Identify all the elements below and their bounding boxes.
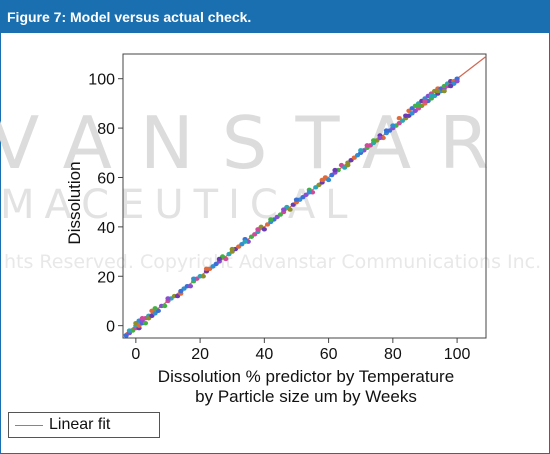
scatter-point xyxy=(142,320,149,326)
scatter-point xyxy=(152,306,158,311)
scatter-point xyxy=(165,296,171,301)
scatter-point xyxy=(435,88,441,94)
scatter-point xyxy=(255,227,261,232)
scatter-point xyxy=(268,217,274,222)
y-tick-label: 100 xyxy=(88,72,115,89)
scatter-point xyxy=(364,143,370,148)
scatter-point xyxy=(191,276,197,281)
y-tick-label: 40 xyxy=(97,220,115,237)
scatter-point xyxy=(178,288,184,294)
scatter-point xyxy=(441,88,447,94)
plot-area-border xyxy=(122,53,487,339)
watermark-line-2: MACEUTICAL xyxy=(0,182,357,228)
scatter-point xyxy=(242,239,248,244)
scatter-point xyxy=(293,197,300,202)
x-ticks: 0 20 40 60 80 100 xyxy=(131,338,471,363)
y-tick-label: 80 xyxy=(97,121,115,138)
x-tick-label: 0 xyxy=(131,346,140,363)
scatter-point xyxy=(229,246,235,252)
scatter-point xyxy=(377,135,383,141)
legend-label: Linear fit xyxy=(49,416,111,433)
scatter-point xyxy=(396,116,402,121)
points-layer xyxy=(123,76,460,338)
y-tick-label: 20 xyxy=(97,269,115,286)
scatter-point xyxy=(187,283,194,289)
scatter-point xyxy=(448,83,454,89)
scatter-point xyxy=(319,177,325,183)
scatter-point xyxy=(403,113,409,118)
scatter-point xyxy=(332,167,338,173)
scatter-point xyxy=(287,207,293,212)
x-tick-label: 40 xyxy=(255,346,273,363)
scatter-point xyxy=(370,138,377,143)
scatter-point xyxy=(162,303,168,309)
x-tick-label: 100 xyxy=(444,346,471,363)
x-tick-label: 60 xyxy=(320,346,338,363)
legend-line-swatch xyxy=(15,425,43,426)
scatter-point xyxy=(383,128,390,133)
scatter-point xyxy=(390,123,396,128)
figure-caption: Figure 7: Model versus actual check. xyxy=(1,1,549,33)
x-axis-title-line-1: Dissolution % predictor by Temperature xyxy=(158,367,454,386)
scatter-point xyxy=(428,93,434,99)
y-tick-label: 60 xyxy=(97,170,115,187)
y-axis-title: Dissolution xyxy=(65,161,84,244)
scatter-point xyxy=(126,328,133,333)
scatter-point xyxy=(203,266,210,272)
watermark-line-3: hts Reserved. Copyright Advanstar Commun… xyxy=(4,251,541,273)
legend: Linear fit xyxy=(8,412,160,438)
scatter-point xyxy=(422,98,428,104)
scatter-point xyxy=(200,274,206,279)
scatter-point xyxy=(415,103,422,109)
scatter-point xyxy=(223,256,229,262)
x-tick-label: 80 xyxy=(384,346,402,363)
scatter-point xyxy=(358,148,364,153)
scatter-point xyxy=(454,78,460,84)
x-tick-label: 20 xyxy=(191,346,209,363)
scatter-point xyxy=(139,316,145,321)
scatter-point xyxy=(325,177,332,183)
y-tick-label: 0 xyxy=(106,319,115,336)
scatter-point xyxy=(261,227,267,232)
y-ticks: 0 20 40 60 80 100 xyxy=(88,72,123,336)
scatter-point xyxy=(306,190,312,195)
scatter-point xyxy=(281,207,287,212)
scatter-point xyxy=(216,256,222,262)
x-axis-title-line-2: by Particle size um by Weeks xyxy=(195,387,417,406)
scatter-point xyxy=(345,162,351,168)
